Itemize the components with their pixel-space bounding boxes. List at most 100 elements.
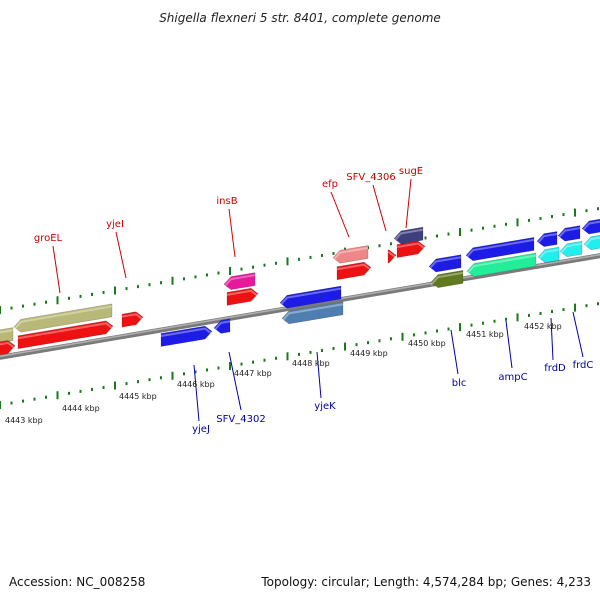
- kbp-label-4445: 4445 kbp: [119, 392, 157, 401]
- feature-yjeK-blue[interactable]: [279, 285, 342, 309]
- kbp-label-4452: 4452 kbp: [524, 322, 562, 331]
- feature-groEL-khaki[interactable]: [13, 303, 113, 333]
- feature-yjeK-blue-highlight: [279, 287, 342, 307]
- feature-efp-salmon[interactable]: [332, 245, 369, 264]
- gene-label-efp[interactable]: efp: [322, 179, 338, 190]
- feature-yjeK-steel-highlight: [281, 303, 344, 322]
- feature-insB-red-highlight: [226, 289, 259, 297]
- feature-yjeI-red-highlight: [121, 313, 144, 321]
- kbp-tick-labels: 4443 kbp 4444 kbp 4445 kbp 4446 kbp 4447…: [5, 322, 562, 425]
- leader-line-yjeI: [115, 231, 127, 279]
- leader-line-yjeK: [316, 351, 322, 399]
- bottom-ruler: [0, 302, 599, 409]
- feature-sugE-purple-highlight: [393, 228, 424, 242]
- feature-sugE-purple[interactable]: [393, 226, 424, 245]
- feature-groEL-khaki-highlight: [13, 305, 113, 331]
- kbp-label-4448: 4448 kbp: [292, 359, 330, 368]
- page-title: Shigella flexneri 5 str. 8401, complete …: [159, 11, 441, 25]
- feature-sugE-red-highlight: [396, 242, 426, 250]
- top-ruler: [0, 207, 599, 314]
- feature-left-red[interactable]: [0, 340, 16, 356]
- feature-frdB-cyan[interactable]: [583, 233, 600, 251]
- gene-label-groEL[interactable]: groEL: [34, 233, 63, 244]
- feature-frdC-blue-highlight: [557, 227, 581, 239]
- feature-insB-pink[interactable]: [223, 272, 256, 290]
- leader-line-efp: [330, 191, 350, 238]
- feature-groEL-red-highlight: [17, 322, 114, 340]
- label-leader-lines: [52, 178, 584, 422]
- feature-blue-1[interactable]: [160, 325, 213, 347]
- leader-line-groEL: [52, 245, 61, 294]
- gene-label-sugE[interactable]: sugE: [399, 166, 423, 177]
- feature-efp-salmon-highlight: [332, 246, 369, 262]
- feature-yjeI-red[interactable]: [121, 311, 144, 328]
- feature-SFV_4306-red-highlight: [387, 251, 397, 259]
- feature-frdC-cyan[interactable]: [559, 240, 583, 258]
- gene-label-frdC[interactable]: frdC: [573, 360, 594, 371]
- feature-ampC-green-highlight: [466, 254, 537, 275]
- kbp-label-4444: 4444 kbp: [62, 404, 100, 413]
- feature-efp-red-highlight: [336, 263, 372, 271]
- feature-insB-pink-highlight: [223, 274, 256, 288]
- gene-label-yjeK[interactable]: yjeK: [314, 401, 336, 412]
- gene-labels-bottom: yjeJ SFV_4302 yjeK blc ampC frdD frdC: [192, 360, 593, 435]
- accession-text: Accession: NC_008258: [9, 575, 145, 589]
- leader-line-sugE: [405, 178, 412, 229]
- leader-line-frdD: [550, 317, 554, 361]
- gene-labels-top: groEL yjeI insB efp SFV_4306 sugE: [34, 166, 423, 244]
- kbp-label-4450: 4450 kbp: [408, 339, 446, 348]
- gene-label-blc[interactable]: blc: [452, 378, 467, 389]
- leader-line-blc: [450, 329, 459, 375]
- feature-frdB-blue-highlight: [581, 220, 600, 232]
- feature-sugE-red[interactable]: [396, 240, 426, 258]
- feature-frdC-cyan-highlight: [559, 242, 583, 255]
- kbp-label-4447: 4447 kbp: [234, 369, 272, 378]
- feature-frdB-blue[interactable]: [581, 217, 600, 235]
- kbp-label-4443: 4443 kbp: [5, 416, 43, 425]
- gene-label-yjeJ[interactable]: yjeJ: [192, 424, 210, 435]
- feature-yjeK-steel[interactable]: [281, 301, 344, 325]
- leader-line-insB: [228, 208, 236, 258]
- feature-groEL-red[interactable]: [17, 320, 114, 350]
- leader-line-SFV_4302: [228, 351, 242, 411]
- feature-ampC-blue[interactable]: [465, 237, 535, 262]
- feature-groES-khaki-highlight: [0, 329, 14, 334]
- feature-blue-2-highlight: [213, 320, 231, 332]
- leader-line-frdC: [572, 311, 584, 358]
- feature-efp-red[interactable]: [336, 261, 372, 281]
- feature-track: [0, 217, 600, 356]
- feature-blc-olive[interactable]: [430, 270, 464, 288]
- feature-blc-blue[interactable]: [428, 254, 462, 273]
- gene-label-ampC[interactable]: ampC: [498, 372, 527, 383]
- feature-frdB-cyan-highlight: [583, 236, 600, 248]
- feature-ampC-blue-highlight: [465, 238, 535, 259]
- leader-line-ampC: [505, 320, 513, 369]
- kbp-label-4446: 4446 kbp: [177, 380, 215, 389]
- feature-blue-1-highlight: [160, 327, 213, 338]
- topology-text: Topology: circular; Length: 4,574,284 bp…: [260, 575, 591, 589]
- feature-frdD-blue[interactable]: [536, 231, 558, 247]
- leader-line-yjeJ: [193, 364, 200, 422]
- feature-frdC-blue[interactable]: [557, 225, 581, 242]
- feature-frdD-blue-highlight: [536, 232, 558, 245]
- feature-ampC-green[interactable]: [466, 252, 537, 277]
- feature-groES-khaki[interactable]: [0, 327, 14, 344]
- feature-frdD-cyan-highlight: [537, 248, 560, 261]
- feature-left-red-highlight: [0, 341, 16, 350]
- feature-blc-olive-highlight: [430, 271, 464, 286]
- feature-frdD-cyan[interactable]: [537, 246, 560, 263]
- kbp-label-4451: 4451 kbp: [466, 330, 504, 339]
- gene-label-insB[interactable]: insB: [216, 196, 237, 207]
- feature-blue-2[interactable]: [213, 318, 231, 334]
- feature-blc-blue-highlight: [428, 256, 462, 270]
- leader-line-SFV_4306: [372, 184, 387, 232]
- feature-SFV_4306-red[interactable]: [387, 249, 397, 264]
- kbp-label-4449: 4449 kbp: [350, 349, 388, 358]
- gene-label-frdD[interactable]: frdD: [544, 363, 566, 374]
- gene-label-yjeI[interactable]: yjeI: [106, 219, 124, 230]
- gene-label-SFV_4302[interactable]: SFV_4302: [216, 414, 265, 425]
- feature-insB-red[interactable]: [226, 287, 259, 306]
- gene-label-SFV_4306[interactable]: SFV_4306: [346, 172, 395, 183]
